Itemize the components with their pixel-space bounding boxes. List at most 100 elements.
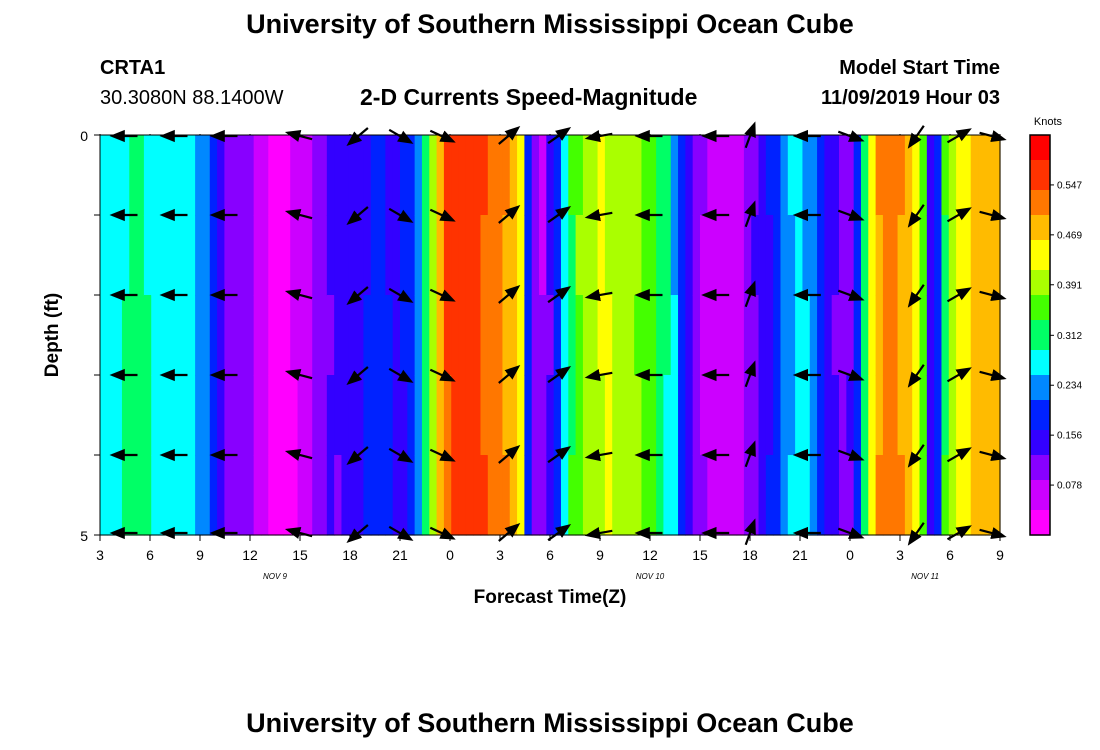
heatmap-cell bbox=[882, 135, 891, 216]
current-vector-arrow bbox=[946, 207, 972, 223]
heatmap-cell bbox=[136, 215, 145, 296]
heatmap-cell bbox=[634, 135, 643, 216]
heatmap-cell bbox=[392, 375, 401, 456]
heatmap-cell bbox=[970, 135, 979, 216]
colorbar-segment bbox=[1030, 320, 1050, 326]
heatmap-cell bbox=[129, 295, 138, 376]
colorbar-segment bbox=[1030, 180, 1050, 186]
heatmap-cell bbox=[970, 215, 979, 296]
x-tick-label: 6 bbox=[946, 547, 954, 563]
heatmap-cell bbox=[180, 295, 189, 376]
heatmap-cell bbox=[151, 375, 160, 456]
heatmap-cell bbox=[700, 295, 708, 376]
heatmap-cell bbox=[707, 295, 716, 376]
heatmap-cell bbox=[626, 215, 635, 296]
heatmap-cell bbox=[831, 455, 840, 536]
heatmap-cell bbox=[751, 215, 760, 296]
colorbar-segment bbox=[1030, 140, 1050, 146]
heatmap-cell bbox=[904, 295, 913, 376]
heatmap-cell bbox=[407, 215, 416, 296]
heatmap-cell bbox=[187, 375, 196, 456]
heatmap-cell bbox=[963, 295, 972, 376]
heatmap-cell bbox=[656, 455, 665, 536]
heatmap-cell bbox=[912, 375, 921, 456]
heatmap-cell bbox=[246, 375, 255, 456]
colorbar-segment bbox=[1030, 445, 1050, 451]
heatmap-cell bbox=[751, 455, 760, 536]
heatmap-cell bbox=[158, 215, 167, 296]
colorbar-tick-label: 0.078 bbox=[1057, 481, 1082, 492]
heatmap-cell bbox=[685, 295, 694, 376]
current-vector-arrow bbox=[946, 525, 972, 541]
colorbar-segment bbox=[1030, 355, 1050, 361]
heatmap-cell bbox=[560, 215, 569, 296]
heatmap-cell bbox=[502, 295, 511, 376]
heatmap-cell bbox=[575, 455, 584, 536]
heatmap-cell bbox=[385, 135, 394, 216]
heatmap-cell bbox=[802, 375, 811, 456]
heatmap-cell bbox=[553, 375, 562, 456]
heatmap-cell bbox=[634, 215, 643, 296]
heatmap-cell bbox=[714, 375, 723, 456]
station-location: 30.3080N 88.1400W bbox=[100, 87, 284, 109]
heatmap-cell bbox=[209, 295, 218, 376]
colorbar-segment bbox=[1030, 380, 1050, 386]
station-name: CRTA1 bbox=[100, 57, 166, 79]
heatmap-cell bbox=[517, 215, 525, 296]
heatmap-cell bbox=[941, 215, 950, 296]
colorbar-segment bbox=[1030, 155, 1050, 161]
colorbar-tick-label: 0.156 bbox=[1057, 431, 1082, 442]
heatmap-cell bbox=[107, 375, 116, 456]
heatmap-cell bbox=[495, 135, 504, 216]
current-vector-arrow bbox=[907, 364, 925, 388]
current-vector-arrow bbox=[284, 208, 313, 221]
heatmap-cell bbox=[158, 375, 167, 456]
colorbar-segment bbox=[1030, 315, 1050, 321]
heatmap-cell bbox=[890, 215, 899, 296]
heatmap-cell bbox=[714, 135, 723, 216]
colorbar-segment bbox=[1030, 515, 1050, 521]
heatmap-cell bbox=[253, 375, 262, 456]
heatmap-cell bbox=[158, 295, 167, 376]
heatmap-cell bbox=[546, 455, 555, 536]
heatmap-cell bbox=[443, 455, 452, 536]
heatmap-cell bbox=[480, 455, 489, 536]
colorbar-segment bbox=[1030, 475, 1050, 481]
current-vector-arrow bbox=[584, 448, 613, 462]
heatmap-cell bbox=[780, 295, 789, 376]
heatmap-cell bbox=[136, 455, 145, 536]
heatmap-cell bbox=[890, 375, 899, 456]
heatmap-cell bbox=[114, 295, 123, 376]
heatmap-cell bbox=[546, 375, 555, 456]
heatmap-cell bbox=[780, 455, 789, 536]
current-vector-arrow bbox=[837, 527, 865, 539]
heatmap-cell bbox=[868, 295, 877, 376]
heatmap-cell bbox=[743, 215, 752, 296]
heatmap-cell bbox=[209, 375, 218, 456]
heatmap-cell bbox=[517, 295, 525, 376]
colorbar-segment bbox=[1030, 260, 1050, 266]
heatmap-cell bbox=[231, 215, 240, 296]
heatmap-cell bbox=[670, 215, 679, 296]
heatmap-cell bbox=[414, 375, 423, 456]
heatmap-cell bbox=[685, 215, 694, 296]
heatmap-cell bbox=[934, 455, 943, 536]
heatmap-cell bbox=[641, 295, 650, 376]
heatmap-cell bbox=[824, 295, 833, 376]
heatmap-cell bbox=[846, 215, 855, 296]
heatmap-cell bbox=[707, 455, 716, 536]
heatmap-cell bbox=[502, 455, 511, 536]
heatmap-cell bbox=[275, 455, 284, 536]
heatmap-cell bbox=[165, 295, 174, 376]
heatmap-cell bbox=[751, 375, 760, 456]
heatmap-cell bbox=[853, 295, 862, 376]
heatmap-cell bbox=[414, 135, 423, 216]
colorbar-segment bbox=[1030, 350, 1050, 356]
heatmap-cell bbox=[312, 375, 321, 456]
heatmap-cell bbox=[319, 135, 328, 216]
heatmap-cell bbox=[707, 375, 716, 456]
heatmap-cell bbox=[634, 375, 643, 456]
heatmap-cell bbox=[239, 135, 247, 216]
heatmap-cell bbox=[897, 375, 906, 456]
heatmap-cell bbox=[612, 295, 621, 376]
